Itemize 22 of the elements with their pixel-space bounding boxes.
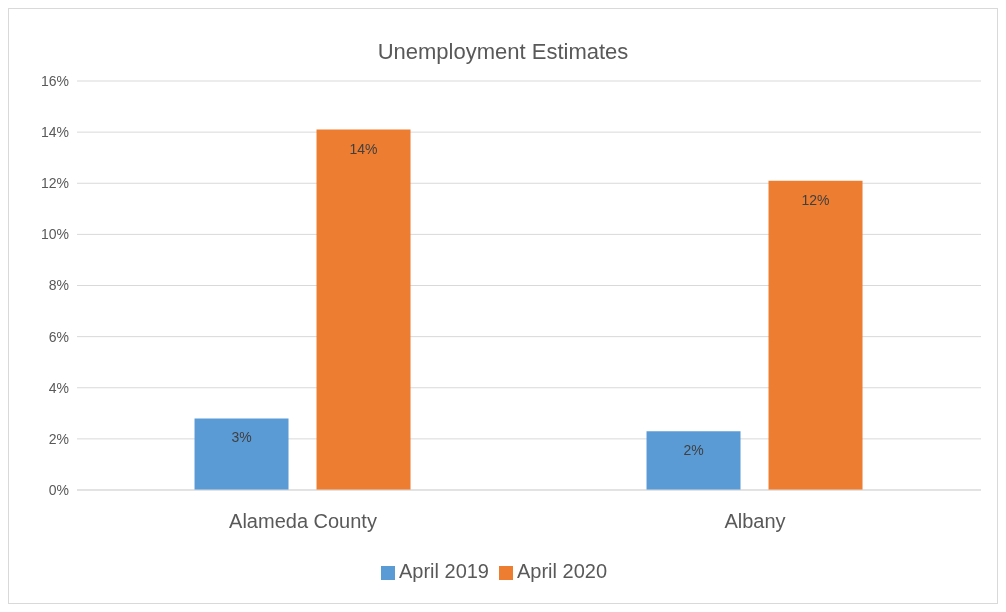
x-tick-label: Alameda County bbox=[229, 510, 377, 533]
legend-label: April 2020 bbox=[517, 560, 608, 582]
bar bbox=[646, 431, 741, 490]
data-label: 12% bbox=[801, 191, 830, 208]
bar bbox=[194, 418, 289, 490]
x-tick-label: Albany bbox=[724, 510, 786, 533]
chart-title: Unemployment Estimates bbox=[376, 38, 630, 66]
y-tick-label: 6% bbox=[48, 328, 69, 345]
data-label: 14% bbox=[349, 140, 378, 157]
y-tick-label: 10% bbox=[40, 226, 69, 243]
bar bbox=[768, 180, 863, 490]
bar bbox=[316, 129, 411, 490]
data-label: 2% bbox=[683, 442, 704, 459]
data-label: 3% bbox=[231, 429, 252, 446]
y-tick-label: 0% bbox=[48, 481, 69, 498]
y-tick-label: 2% bbox=[48, 430, 69, 447]
legend-label: April 2019 bbox=[398, 560, 489, 582]
y-tick-label: 16% bbox=[40, 72, 69, 89]
y-tick-label: 14% bbox=[40, 124, 69, 141]
y-tick-label: 12% bbox=[40, 175, 69, 192]
y-tick-label: 4% bbox=[48, 379, 69, 396]
y-tick-label: 8% bbox=[48, 277, 69, 294]
